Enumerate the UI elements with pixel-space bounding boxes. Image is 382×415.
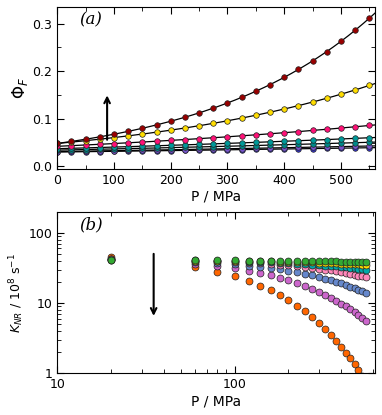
Text: (b): (b) [79,217,103,234]
Y-axis label: $\Phi_F$: $\Phi_F$ [10,77,29,99]
X-axis label: P / MPa: P / MPa [191,394,241,408]
X-axis label: P / MPa: P / MPa [191,189,241,203]
Y-axis label: $K_{NR}$ / 10$^{8}$ s$^{-1}$: $K_{NR}$ / 10$^{8}$ s$^{-1}$ [7,253,26,332]
Text: (a): (a) [79,12,102,29]
